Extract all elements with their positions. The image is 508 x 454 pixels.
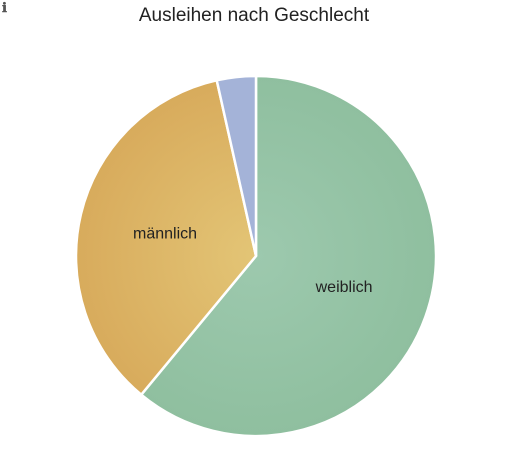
pie-slice-slice-3[interactable] bbox=[215, 74, 258, 258]
pie-slice-weiblich[interactable] bbox=[140, 74, 438, 438]
slice-label-männlich: männlich bbox=[133, 225, 197, 242]
chart-title: Ausleihen nach Geschlecht bbox=[138, 5, 370, 26]
pie-slice-männlich[interactable] bbox=[74, 79, 258, 396]
slice-label-weiblich: weiblich bbox=[315, 279, 373, 296]
info-icon[interactable]: ℹ bbox=[2, 1, 7, 16]
